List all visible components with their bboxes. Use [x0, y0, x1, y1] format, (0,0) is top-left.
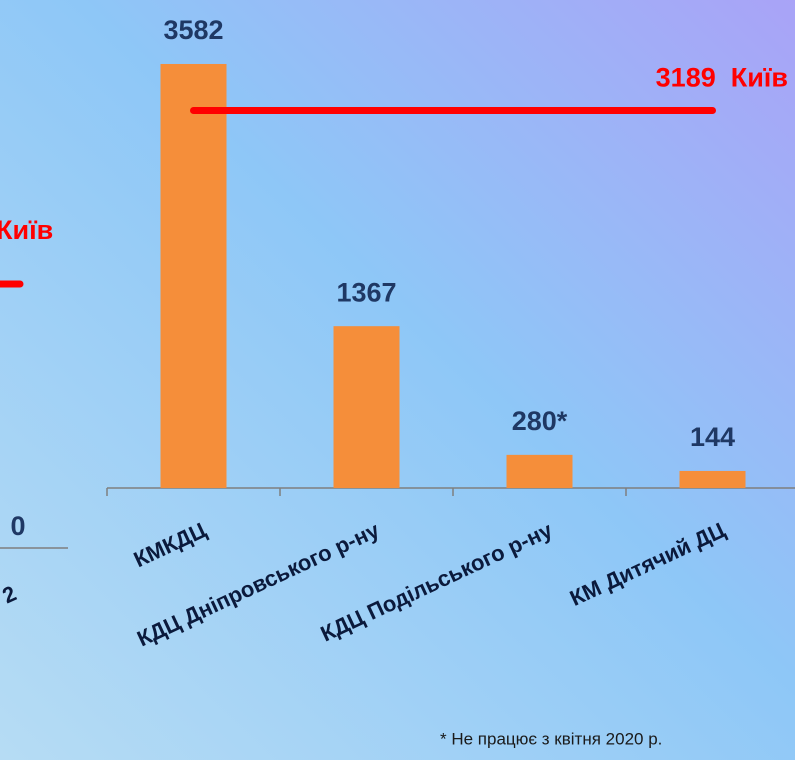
bar: [333, 326, 400, 488]
left-reference-label: Київ: [0, 215, 53, 245]
value-label: 280*: [512, 406, 568, 436]
bar: [679, 470, 746, 488]
footnote: * Не працює з квітня 2020 р.: [440, 729, 662, 748]
value-label: 1367: [336, 277, 396, 307]
value-label: 3582: [163, 15, 223, 45]
bar: [160, 63, 227, 489]
value-label: 144: [690, 422, 735, 452]
bar: [506, 454, 573, 488]
left-value-label: 0: [10, 511, 25, 541]
reference-label: 3189 Київ: [656, 63, 788, 93]
